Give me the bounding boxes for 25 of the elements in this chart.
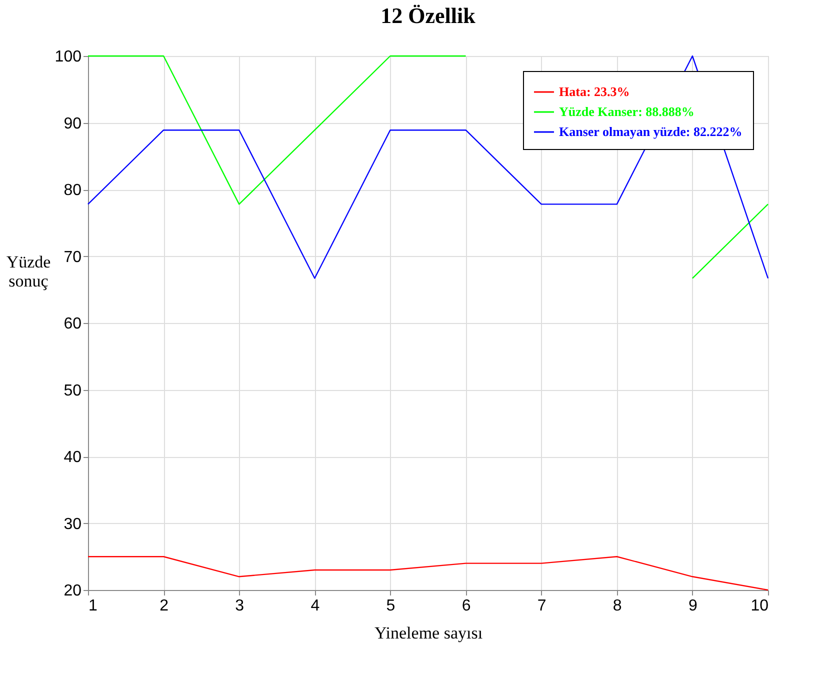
- x-tick-label: 4: [310, 598, 320, 614]
- y-tick-label: 60: [64, 316, 82, 332]
- y-tick-label: 50: [64, 382, 82, 400]
- x-axis-title: Yineleme sayısı: [374, 624, 483, 642]
- legend-label: Kanser olmayan yüzde: 82.222%: [559, 124, 742, 139]
- x-tick-label: 10: [750, 598, 769, 614]
- x-tick-label: 2: [160, 598, 169, 614]
- y-tick-label: 40: [64, 449, 82, 466]
- chart-title: 12 Özellik: [380, 3, 476, 28]
- x-tick-label: 6: [462, 598, 471, 614]
- x-tick-label: 5: [386, 598, 396, 614]
- y-axis-title: Yüzde sonuç: [6, 252, 51, 290]
- x-tick-label: 3: [235, 598, 244, 614]
- x-tick-label: 9: [688, 598, 698, 614]
- y-tick-label: 100: [54, 48, 82, 66]
- legend-label: Hata: 23.3%: [559, 84, 630, 99]
- y-tick-label: 80: [64, 182, 82, 199]
- legend-label: Yüzde Kanser: 88.888%: [559, 104, 694, 119]
- y-tick-label: 20: [64, 582, 82, 600]
- y-tick-label: 30: [64, 516, 82, 533]
- y-tick-label: 70: [64, 248, 82, 266]
- x-tick-label: 7: [537, 598, 546, 614]
- x-tick-label: 8: [612, 598, 622, 614]
- x-tick-label: 1: [88, 598, 98, 614]
- y-tick-label: 90: [64, 115, 82, 132]
